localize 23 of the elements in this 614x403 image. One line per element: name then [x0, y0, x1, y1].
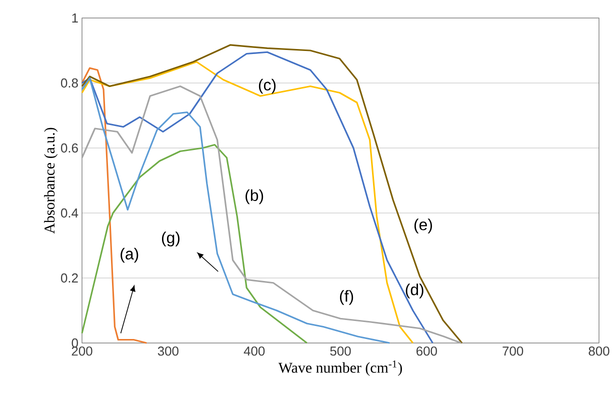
annotation: (g) — [162, 232, 180, 246]
y-tick-label: 0.4 — [60, 208, 78, 218]
annotation: (b) — [246, 189, 264, 204]
x-tick-label: 700 — [502, 346, 524, 356]
x-tick-label: 500 — [330, 346, 351, 356]
annotation: (e) — [414, 218, 432, 234]
x-tick-label: 300 — [158, 346, 178, 356]
y-axis-title: Absorbance (a.u.) — [44, 128, 58, 234]
x-axis-title: Wave number (cm$^{-1}$) — [278, 360, 402, 376]
line-series — [81, 67, 148, 344]
y-tick-label: 0.6 — [60, 143, 78, 153]
y-tick-label: 0.2 — [60, 273, 78, 283]
annotation: (c) — [258, 78, 276, 94]
x-tick-label: 400 — [244, 346, 265, 356]
y-tick-label: 1 — [72, 14, 78, 22]
annotation: (f) — [340, 290, 354, 305]
x-tick-label: 600 — [416, 346, 437, 356]
x-tick-label: 800 — [588, 346, 610, 356]
x-tick-label: 200 — [72, 346, 92, 356]
annotation: (d) — [406, 284, 424, 298]
y-tick-label: 0.8 — [60, 78, 78, 88]
annotation: (a) — [120, 248, 138, 263]
line-series — [81, 144, 308, 344]
